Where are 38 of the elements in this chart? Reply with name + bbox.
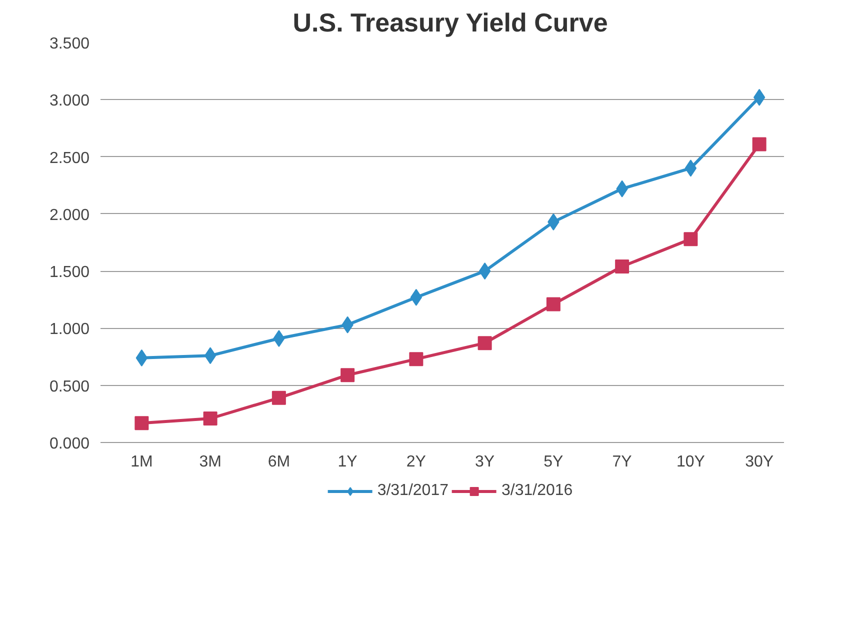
point xyxy=(203,412,218,426)
y-tick-label: 1.000 xyxy=(49,321,90,338)
point xyxy=(546,297,560,312)
legend-label: 3/31/2017 xyxy=(377,482,448,500)
point xyxy=(478,262,491,280)
chart-title: U.S. Treasury Yield Curve xyxy=(292,8,608,38)
x-tick-label: 2Y xyxy=(406,454,426,470)
x-tick-label: 30Y xyxy=(745,454,774,470)
point xyxy=(478,336,492,350)
point xyxy=(410,288,422,306)
point xyxy=(273,330,285,347)
y-tick-label: 3.500 xyxy=(49,36,90,52)
point xyxy=(134,416,149,430)
point xyxy=(684,160,697,177)
x-tick-label: 10Y xyxy=(676,454,706,470)
point xyxy=(753,88,766,106)
x-tick-label: 3Y xyxy=(475,454,495,470)
x-tick-label: 5Y xyxy=(544,454,564,470)
x-tick-label: 3M xyxy=(199,454,222,470)
x-tick-label: 1M xyxy=(130,454,153,470)
y-tick-label: 2.000 xyxy=(49,206,90,224)
point xyxy=(136,349,148,366)
x-tick-label: 1Y xyxy=(338,454,358,470)
x-tick-label: 7Y xyxy=(612,454,632,470)
y-tick-label: 3.000 xyxy=(49,92,90,110)
y-tick-label: 0.500 xyxy=(49,378,90,396)
y-tick-label: 2.500 xyxy=(49,150,90,167)
y-tick-label: 0.000 xyxy=(49,436,90,452)
point xyxy=(272,390,286,405)
legend-label: 3/31/2016 xyxy=(502,482,573,500)
point xyxy=(684,232,698,246)
x-tick-label: 6M xyxy=(268,454,290,470)
y-tick-label: 1.500 xyxy=(49,264,90,282)
point xyxy=(340,368,355,382)
point xyxy=(409,352,424,366)
point xyxy=(204,347,216,364)
point xyxy=(752,137,766,152)
point xyxy=(615,260,630,274)
